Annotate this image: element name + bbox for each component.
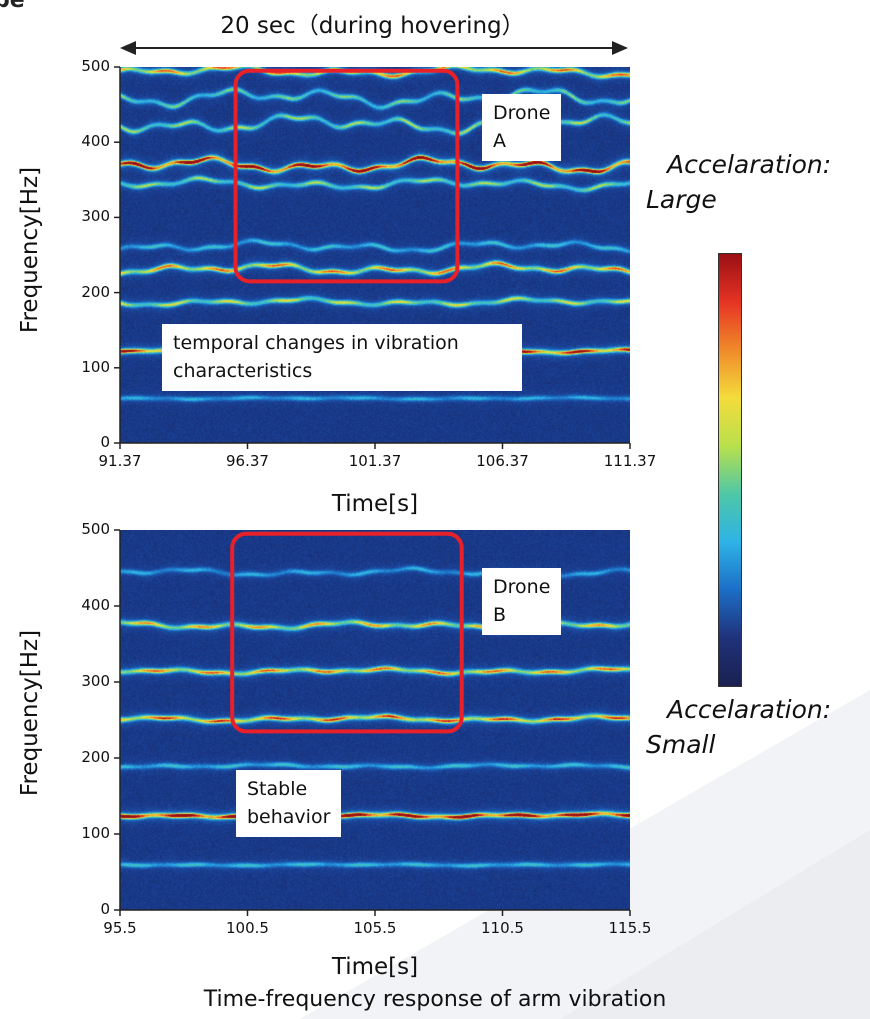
- x-tick-label: 91.37: [98, 452, 142, 470]
- colorbar-bottom-label-line2: Small: [646, 730, 716, 759]
- y-tick-label: 500: [81, 520, 110, 538]
- x-tick-label: 101.37: [348, 452, 402, 470]
- highlight-box: [233, 68, 460, 284]
- y-tick-label: 100: [81, 824, 110, 842]
- colorbar-top-label-line1: Accelaration:: [667, 150, 832, 179]
- highlight-box: [230, 531, 464, 734]
- y-tick-label: 500: [81, 57, 110, 75]
- y-tick-label: 300: [81, 207, 110, 226]
- y-tick-label: 200: [81, 748, 110, 766]
- y-tick-label: 400: [81, 596, 110, 614]
- drone-a-label: Drone A: [482, 94, 562, 162]
- y-tick-label: 0: [100, 433, 110, 451]
- y-tick-label: 400: [81, 132, 110, 151]
- colorbar: [718, 253, 742, 687]
- colorbar-top-label: Accelaration: Large: [646, 150, 832, 214]
- y-tick-label: 100: [81, 357, 110, 376]
- x-tick-label: 105.5: [353, 919, 397, 937]
- y-axis-label-b: Frequency[Hz]: [17, 629, 43, 797]
- note-b: Stable behavior: [236, 770, 342, 838]
- drone-b-label: Drone B: [482, 568, 562, 636]
- duration-arrow: [120, 41, 628, 55]
- x-tick-label: 110.5: [481, 919, 524, 937]
- colorbar-bottom-label-line1: Accelaration:: [667, 695, 832, 724]
- x-tick-label: 106.37: [476, 452, 529, 470]
- colorbar-bottom-label: Accelaration: Small: [646, 695, 832, 759]
- corner-text: pe: [0, 0, 25, 13]
- y-tick-label: 300: [81, 672, 110, 690]
- colorbar-top-label-line2: Large: [646, 185, 717, 214]
- x-axis-label-b: Time[s]: [331, 954, 419, 980]
- x-tick-label: 111.37: [603, 452, 657, 470]
- spectrogram-b-axes: [114, 529, 631, 916]
- y-tick-label: 200: [81, 282, 110, 301]
- x-axis-label-a: Time[s]: [331, 491, 419, 517]
- note-a: temporal changes in vibration characteri…: [162, 324, 522, 392]
- x-tick-label: 95.5: [103, 919, 137, 937]
- x-tick-label: 96.37: [226, 452, 269, 470]
- spectrogram-a-axes: [114, 66, 631, 449]
- figure-caption: Time-frequency response of arm vibration: [203, 987, 667, 1012]
- x-tick-label: 115.5: [608, 919, 652, 937]
- x-tick-label: 100.5: [226, 919, 269, 937]
- y-tick-label: 0: [100, 900, 110, 918]
- duration-label: 20 sec（during hovering）: [220, 13, 525, 39]
